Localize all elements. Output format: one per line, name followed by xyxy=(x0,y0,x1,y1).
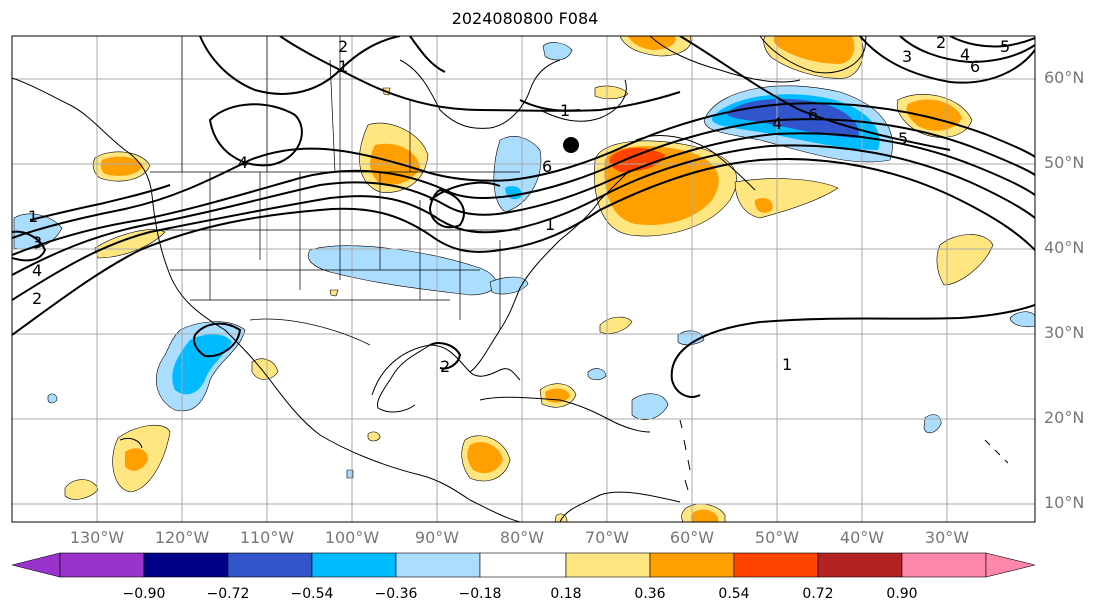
colorbar-tick-label: 0.18 xyxy=(550,586,582,602)
contour-label: 5 xyxy=(1000,37,1010,56)
colorbar-tick-label: −0.18 xyxy=(458,586,502,602)
colorbar xyxy=(11,552,1036,578)
contour-label: 1 xyxy=(782,355,792,374)
contour-label-group: 2 1 4 1 6 1 4 6 5 3 2 4 6 5 1 3 4 2 1 2 xyxy=(28,33,1010,376)
lon-label: 120°W xyxy=(154,528,210,547)
contour-label: 4 xyxy=(32,261,42,280)
contour-label: 6 xyxy=(542,157,552,176)
contour-label: 6 xyxy=(808,105,818,124)
lon-label: 90°W xyxy=(414,528,460,547)
lat-label: 50°N xyxy=(1044,153,1085,172)
contour-label: 5 xyxy=(898,129,908,148)
lat-label: 60°N xyxy=(1044,68,1085,87)
map-frame xyxy=(11,35,1036,523)
lon-label: 60°W xyxy=(669,528,715,547)
contour-label: 1 xyxy=(560,101,570,120)
contour-label: 2 xyxy=(936,33,946,52)
location-marker-dot xyxy=(563,137,579,153)
contour-label: 2 xyxy=(32,289,42,308)
colorbar-tick-label: −0.90 xyxy=(122,586,166,602)
colorbar-tick-label: −0.72 xyxy=(206,586,250,602)
lat-label: 30°N xyxy=(1044,323,1085,342)
colorbar-tick-label: −0.36 xyxy=(374,586,418,602)
lon-label: 40°W xyxy=(839,528,885,547)
gridlines xyxy=(12,36,1035,522)
lon-label: 130°W xyxy=(69,528,125,547)
colorbar-tick-label: 0.36 xyxy=(634,586,666,602)
contour-label: 1 xyxy=(338,57,348,76)
lon-label: 30°W xyxy=(924,528,970,547)
lon-label: 70°W xyxy=(584,528,630,547)
contour-label: 3 xyxy=(32,233,42,252)
lon-label: 100°W xyxy=(324,528,380,547)
lat-label: 10°N xyxy=(1044,493,1085,512)
contour-label: 2 xyxy=(338,37,348,56)
lat-label: 40°N xyxy=(1044,238,1085,257)
colorbar-tick-label: −0.54 xyxy=(290,586,334,602)
lon-label: 80°W xyxy=(499,528,545,547)
contour-lines xyxy=(12,36,1035,398)
lon-label: 110°W xyxy=(239,528,295,547)
lat-label: 20°N xyxy=(1044,408,1085,427)
contour-label: 1 xyxy=(28,207,38,226)
contour-label: 4 xyxy=(238,153,248,172)
colorbar-tick-label: 0.90 xyxy=(886,586,918,602)
colorbar-tick-label: 0.72 xyxy=(802,586,834,602)
contour-label: 1 xyxy=(545,215,555,234)
lon-label: 50°W xyxy=(754,528,800,547)
map-title: 2024080800 F084 xyxy=(451,9,599,28)
contour-label: 4 xyxy=(772,114,782,133)
coastlines xyxy=(12,36,1009,522)
colorbar-tick-label: 0.54 xyxy=(718,586,750,602)
contour-label: 3 xyxy=(902,47,912,66)
contour-label: 4 xyxy=(960,45,970,64)
contour-label: 2 xyxy=(440,357,450,376)
contour-label: 6 xyxy=(970,57,980,76)
